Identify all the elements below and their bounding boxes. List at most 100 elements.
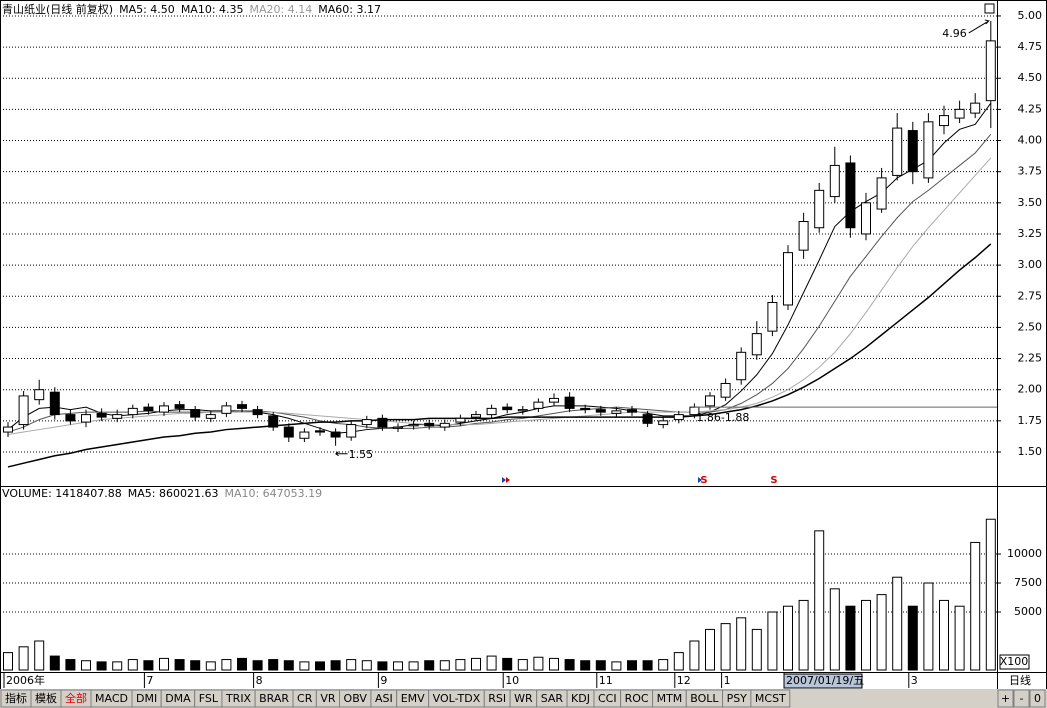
toolbar-tab[interactable]: BRAR [254,689,294,708]
tab-label[interactable]: BOLL [690,692,719,705]
volume-bar [65,659,76,671]
volume-bar [112,661,123,671]
volume-bar [127,659,138,671]
tab-label[interactable]: DMA [165,692,191,705]
candle-body [611,410,622,414]
toolbar-tab[interactable]: CR [292,689,317,708]
button-label[interactable]: + [1001,692,1010,705]
volume-bar [517,659,528,671]
tab-label[interactable]: ROC [625,692,649,705]
toolbar-tab[interactable]: ASI [370,689,398,708]
tab-label[interactable]: CCI [598,692,617,705]
candle-body [315,430,325,433]
volume-unit: X100 [1000,655,1029,668]
x-tick-label: 9 [380,674,387,687]
tab-label[interactable]: SAR [541,692,564,705]
toolbar-tab[interactable]: KDJ [566,689,595,708]
volume-bar [190,660,201,671]
volume-bar [814,530,825,671]
ma-line [7,157,992,436]
tab-label[interactable]: MTM [657,692,683,705]
toolbar-tab[interactable]: DMA [160,689,196,708]
window-icon[interactable] [984,3,995,14]
y-tick-label: 3.25 [1018,227,1043,240]
tab-label[interactable]: KDJ [571,692,590,705]
tab-box[interactable] [750,689,791,708]
toolbar-tab[interactable]: MTM [652,689,687,708]
volume-header: VOLUME: 1418407.88 MA5: 860021.63 MA10: 64… [2,487,322,500]
volume-bar [611,661,622,671]
candle-body [96,412,107,418]
volume-bar [689,640,700,671]
toolbar-tab[interactable]: OBV [339,689,372,708]
toolbar-tab[interactable]: WR [509,689,538,708]
candle-body [814,189,825,229]
candle-body [970,102,981,114]
candle-body [502,406,513,411]
tab-label[interactable]: VR [320,692,336,705]
tab-label[interactable]: 指标 [5,691,27,705]
tab-label[interactable]: 模板 [35,691,57,705]
tab-label[interactable]: OBV [344,692,368,705]
x-tick-label: 11 [599,674,613,687]
candle-body [923,121,934,179]
annotation: 1.86-1.88 [696,411,749,424]
button-label[interactable]: 0 [1034,692,1041,705]
button-label[interactable]: - [1020,692,1024,705]
toolbar-tab[interactable]: 全部 [60,689,92,708]
tab-label[interactable]: EMV [401,692,425,705]
tab-label[interactable]: CR [297,692,313,705]
volume-bar [533,656,544,671]
toolbar-tab[interactable]: ROC [620,689,654,708]
toolbar-tab[interactable]: PSY [722,689,752,708]
tab-label[interactable]: BRAR [259,692,289,705]
tab-label[interactable]: MACD [95,692,128,705]
toolbar-tab[interactable]: TRIX [221,689,256,708]
candle-body [985,40,996,102]
candle-body [34,389,45,401]
toolbar-tab[interactable]: BOLL [685,689,724,708]
tab-label[interactable]: 全部 [65,691,87,705]
candle-body [549,397,559,403]
toolbar-tab[interactable]: RSI [483,689,511,708]
toolbar-tab[interactable]: 指标 [0,689,32,708]
volume-bar [502,657,513,671]
volume-bar [720,623,731,671]
toolbar-tab[interactable]: DMI [131,689,162,708]
candle-body [455,417,466,423]
annotation: 1.55 [349,448,374,461]
y-tick-label: 10000 [1007,547,1042,560]
toolbar-button[interactable] [1013,689,1030,708]
volume-bar [767,611,778,671]
tab-label[interactable]: RSI [488,692,506,705]
volume-bar [985,518,996,671]
tab-label[interactable]: ASI [375,692,393,705]
tab-label[interactable]: MCST [755,692,786,705]
candle-body [736,351,747,381]
toolbar-button[interactable] [1029,689,1046,708]
x-tick-label: 1 [724,674,731,687]
toolbar-tab[interactable]: CCI [593,689,622,708]
toolbar-tab[interactable]: FSL [194,689,223,708]
toolbar-tab[interactable]: 模板 [30,689,62,708]
volume-bar [408,661,419,671]
tab-label[interactable]: WR [514,692,533,705]
toolbar-button[interactable] [997,689,1014,708]
toolbar-tab[interactable]: MCST [750,689,791,708]
tab-label[interactable]: FSL [199,692,219,705]
toolbar-tab[interactable]: VR [315,689,341,708]
tab-label[interactable]: VOL-TDX [433,692,481,705]
volume-bar [159,657,169,671]
toolbar-tab[interactable]: MACD [90,689,133,708]
candle-body [81,414,91,423]
toolbar-tab[interactable]: SAR [536,689,568,708]
period-label[interactable]: 日线 [1009,673,1031,687]
tab-label[interactable]: PSY [727,692,748,705]
tab-label[interactable]: DMI [136,692,157,705]
y-tick-label: 2.25 [1018,352,1043,365]
toolbar-tab[interactable]: EMV [396,689,430,708]
toolbar-tab[interactable]: VOL-TDX [428,689,485,708]
candle-body [533,401,544,409]
tab-label[interactable]: TRIX [225,692,252,705]
candle-body [642,414,653,424]
